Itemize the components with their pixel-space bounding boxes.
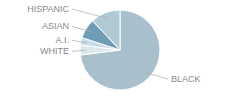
slice-label: ASIAN	[42, 21, 69, 31]
pie-chart: BLACK WHITEA.I. ASIAN HISPANIC	[0, 0, 240, 100]
slice-label: WHITE	[40, 46, 69, 56]
chart-container: BLACK WHITEA.I. ASIAN HISPANIC	[0, 0, 240, 100]
slice-label: BLACK	[171, 74, 201, 84]
leader-line	[72, 40, 87, 42]
leader-line	[72, 26, 91, 31]
pie-slice	[80, 10, 160, 90]
slice-label: A.I.	[55, 35, 69, 45]
leader-line	[72, 50, 86, 51]
slices	[80, 10, 160, 90]
slice-label: HISPANIC	[27, 4, 69, 14]
leader-line	[146, 72, 168, 79]
pie-slice	[93, 10, 120, 50]
labels: BLACK WHITEA.I. ASIAN HISPANIC	[27, 4, 200, 84]
leader-line	[72, 9, 107, 18]
leader-lines	[72, 9, 168, 79]
